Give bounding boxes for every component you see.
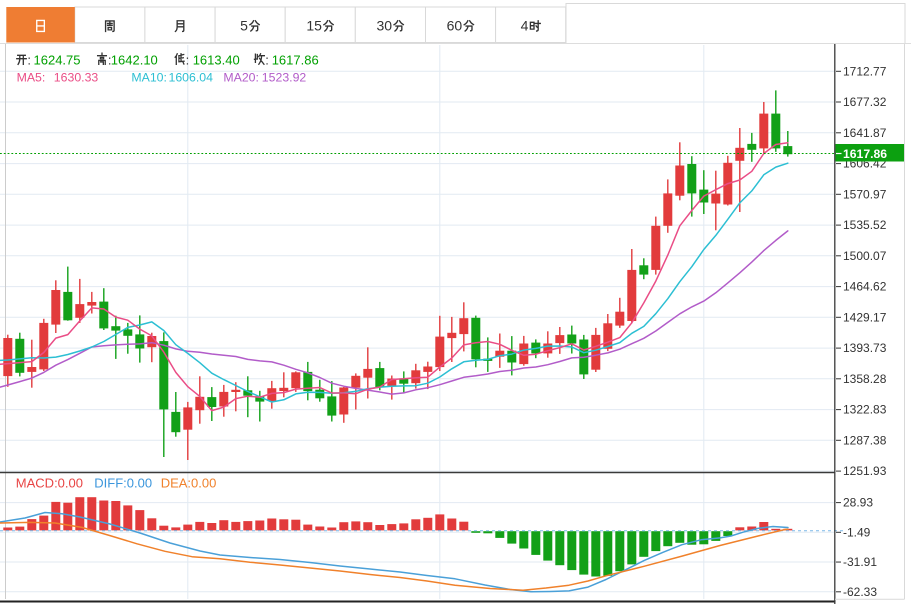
svg-text:1606.04: 1606.04	[169, 70, 214, 84]
svg-text:1624.75: 1624.75	[34, 52, 81, 67]
svg-text:1535.52: 1535.52	[843, 218, 887, 232]
svg-text:MA10:: MA10:	[131, 70, 167, 84]
svg-text:1617.86: 1617.86	[272, 52, 319, 67]
svg-text:-1.49: -1.49	[843, 525, 871, 539]
svg-text:15: 15	[306, 18, 322, 34]
svg-text:MA20:: MA20:	[223, 70, 259, 84]
svg-text:1393.73: 1393.73	[843, 341, 887, 355]
svg-text:1712.77: 1712.77	[843, 64, 887, 78]
svg-text:-62.33: -62.33	[843, 585, 877, 599]
svg-text:1630.33: 1630.33	[54, 70, 99, 84]
svg-text:DIFF:0.00: DIFF:0.00	[94, 476, 152, 491]
svg-text:1613.40: 1613.40	[193, 52, 240, 67]
svg-text::: :	[108, 52, 112, 67]
svg-text:DEA:0.00: DEA:0.00	[161, 476, 217, 491]
svg-text:30: 30	[377, 18, 393, 34]
svg-text:1358.28: 1358.28	[843, 372, 887, 386]
svg-text:1523.92: 1523.92	[262, 70, 307, 84]
svg-text:1617.86: 1617.86	[843, 147, 887, 161]
svg-text:60: 60	[447, 18, 463, 34]
svg-text:1500.07: 1500.07	[843, 249, 887, 263]
svg-text:1570.97: 1570.97	[843, 187, 887, 201]
svg-text::: :	[186, 52, 190, 67]
svg-text:1677.32: 1677.32	[843, 95, 887, 109]
svg-text:1251.93: 1251.93	[843, 464, 887, 478]
svg-text::: :	[265, 52, 269, 67]
svg-text:MACD:0.00: MACD:0.00	[16, 476, 83, 491]
svg-text:1429.17: 1429.17	[843, 310, 887, 324]
svg-text:1641.87: 1641.87	[843, 126, 887, 140]
svg-text:28.93: 28.93	[843, 496, 873, 510]
svg-text:1642.10: 1642.10	[111, 52, 158, 67]
svg-text:4: 4	[521, 18, 529, 34]
svg-text:1322.83: 1322.83	[843, 403, 887, 417]
svg-text::: :	[27, 52, 31, 67]
svg-text:MA5:: MA5:	[17, 70, 46, 84]
svg-text:1287.38: 1287.38	[843, 433, 887, 447]
svg-text:5: 5	[240, 18, 248, 34]
svg-text:1464.62: 1464.62	[843, 280, 887, 294]
svg-text:-31.91: -31.91	[843, 555, 877, 569]
